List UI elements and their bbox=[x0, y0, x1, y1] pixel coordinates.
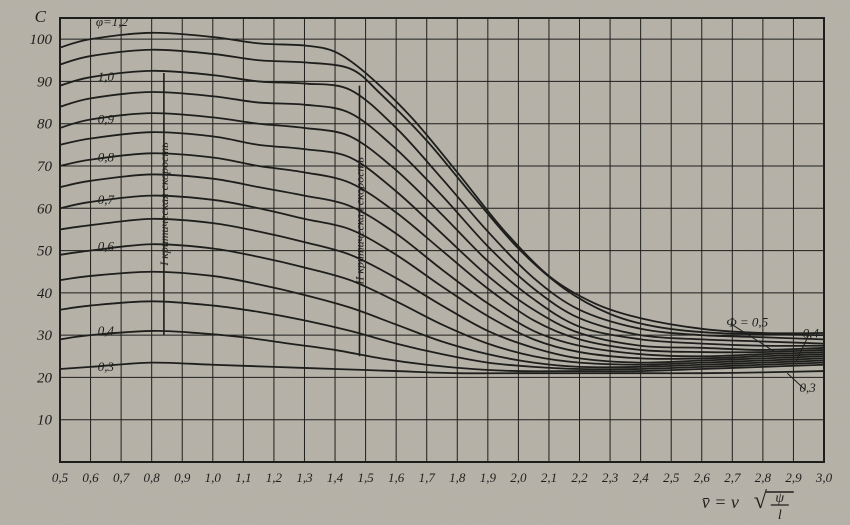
y-tick-label: 60 bbox=[37, 201, 53, 217]
x-tick-label: 1,1 bbox=[235, 470, 251, 485]
phi-label: 0,3 bbox=[98, 359, 115, 374]
x-tick-label: 2,2 bbox=[571, 470, 588, 485]
x-axis-title-radical: √ bbox=[754, 488, 768, 514]
x-tick-label: 0,6 bbox=[82, 470, 99, 485]
y-axis-symbol: C bbox=[35, 7, 47, 26]
phi-label: 0,8 bbox=[98, 150, 115, 165]
x-tick-label: 1,4 bbox=[327, 470, 344, 485]
x-tick-label: 2,9 bbox=[785, 470, 802, 485]
x-tick-label: 0,9 bbox=[174, 470, 191, 485]
x-tick-label: 2,5 bbox=[663, 470, 680, 485]
x-tick-label: 1,3 bbox=[296, 470, 313, 485]
x-tick-label: 1,2 bbox=[266, 470, 283, 485]
y-tick-label: 80 bbox=[37, 117, 53, 133]
x-tick-label: 2,3 bbox=[602, 470, 619, 485]
phi-label: 0,4 bbox=[98, 323, 115, 338]
y-tick-label: 20 bbox=[37, 370, 53, 386]
y-tick-label: 10 bbox=[37, 413, 53, 429]
x-axis-title: v̄ = v bbox=[702, 492, 739, 512]
chart-svg: I критическая скорость II критическая ско… bbox=[0, 0, 850, 525]
chart-container: I критическая скорость II критическая ско… bbox=[0, 0, 850, 525]
y-tick-label: 50 bbox=[37, 244, 53, 260]
y-tick-label: 70 bbox=[37, 159, 53, 175]
x-tick-label: 1,0 bbox=[205, 470, 222, 485]
right-annotation: Ф = 0,5 bbox=[726, 315, 768, 330]
x-tick-label: 2,7 bbox=[724, 470, 741, 485]
x-tick-label: 3,0 bbox=[815, 470, 833, 485]
x-tick-label: 2,8 bbox=[755, 470, 772, 485]
x-tick-label: 0,7 bbox=[113, 470, 130, 485]
phi-label: 0,7 bbox=[98, 192, 115, 207]
x-tick-label: 1,6 bbox=[388, 470, 405, 485]
x-tick-label: 1,8 bbox=[449, 470, 466, 485]
phi-label: φ=1,2 bbox=[96, 14, 129, 29]
critical-speed-label: I критическая скорость bbox=[157, 142, 171, 267]
y-tick-label: 100 bbox=[30, 32, 53, 48]
y-tick-label: 40 bbox=[37, 286, 53, 302]
y-tick-label: 90 bbox=[37, 74, 53, 90]
x-tick-label: 1,5 bbox=[357, 470, 374, 485]
plot-area: I критическая скорость II критическая ско… bbox=[30, 7, 833, 523]
x-tick-label: 1,7 bbox=[419, 470, 436, 485]
right-annotation: 0,4 bbox=[803, 325, 820, 340]
x-tick-label: 1,9 bbox=[480, 470, 497, 485]
x-tick-label: 0,5 bbox=[52, 470, 69, 485]
x-tick-label: 0,8 bbox=[144, 470, 161, 485]
phi-label: 0,9 bbox=[98, 111, 115, 126]
x-tick-label: 2,0 bbox=[510, 470, 527, 485]
x-tick-label: 2,6 bbox=[694, 470, 711, 485]
right-annotation: 0,3 bbox=[800, 380, 817, 395]
x-axis-title-den: l bbox=[778, 508, 782, 523]
critical-speed-label: II критическая скорость bbox=[352, 157, 366, 286]
y-tick-label: 30 bbox=[36, 328, 53, 344]
phi-label: 1,0 bbox=[98, 69, 115, 84]
x-axis-title-num: ψ bbox=[775, 491, 784, 506]
plot-bg bbox=[60, 18, 824, 462]
phi-label: 0,6 bbox=[98, 238, 115, 253]
x-tick-label: 2,4 bbox=[633, 470, 650, 485]
x-tick-label: 2,1 bbox=[541, 470, 557, 485]
